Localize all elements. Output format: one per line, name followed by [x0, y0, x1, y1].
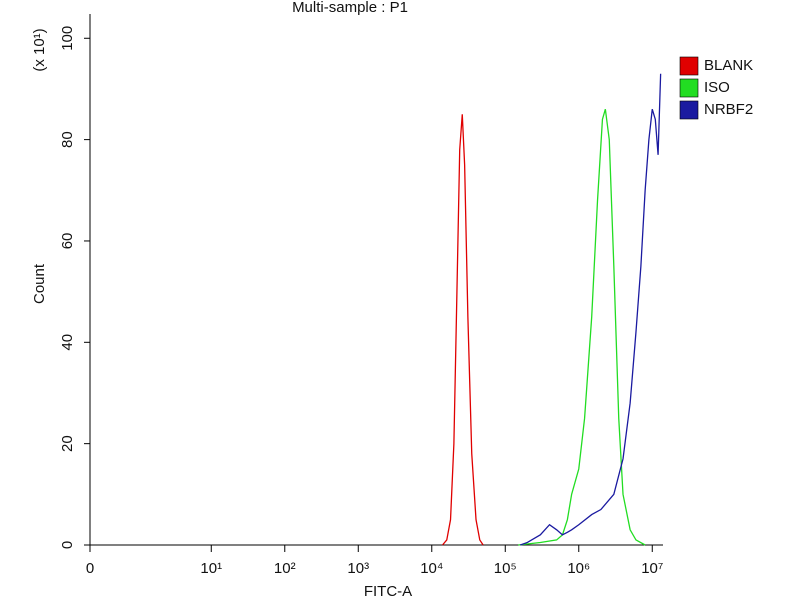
x-tick-label: 10² — [274, 560, 296, 577]
legend-label: ISO — [704, 79, 730, 96]
legend-swatch — [679, 100, 699, 120]
y-tick-label: 60 — [59, 233, 76, 250]
y-axis-label: Count — [31, 263, 48, 304]
y-tick-label: 40 — [59, 334, 76, 351]
legend-swatch — [679, 78, 699, 98]
x-axis-label: FITC-A — [364, 583, 412, 600]
x-tick-label: 10³ — [347, 560, 369, 577]
x-tick-label: 10⁶ — [567, 560, 590, 577]
series-line — [520, 73, 662, 546]
y-tick-label: 20 — [59, 435, 76, 452]
legend-label: NRBF2 — [704, 101, 753, 118]
x-tick-label: 10¹ — [200, 560, 222, 577]
y-multiplier: (x 10¹) — [31, 28, 48, 71]
legend-swatch — [679, 56, 699, 76]
x-tick-label: 10⁷ — [641, 560, 663, 577]
y-tick-label: 100 — [59, 26, 76, 51]
series-line — [442, 114, 484, 546]
x-tick-label: 10⁵ — [494, 560, 517, 577]
series-line — [518, 109, 646, 546]
y-tick-label: 0 — [59, 541, 76, 549]
x-tick-label: 0 — [86, 560, 94, 577]
chart-title: Multi-sample : P1 — [292, 0, 408, 16]
x-tick-label: 10⁴ — [420, 560, 443, 577]
y-tick-label: 80 — [59, 131, 76, 148]
legend-label: BLANK — [704, 57, 753, 74]
